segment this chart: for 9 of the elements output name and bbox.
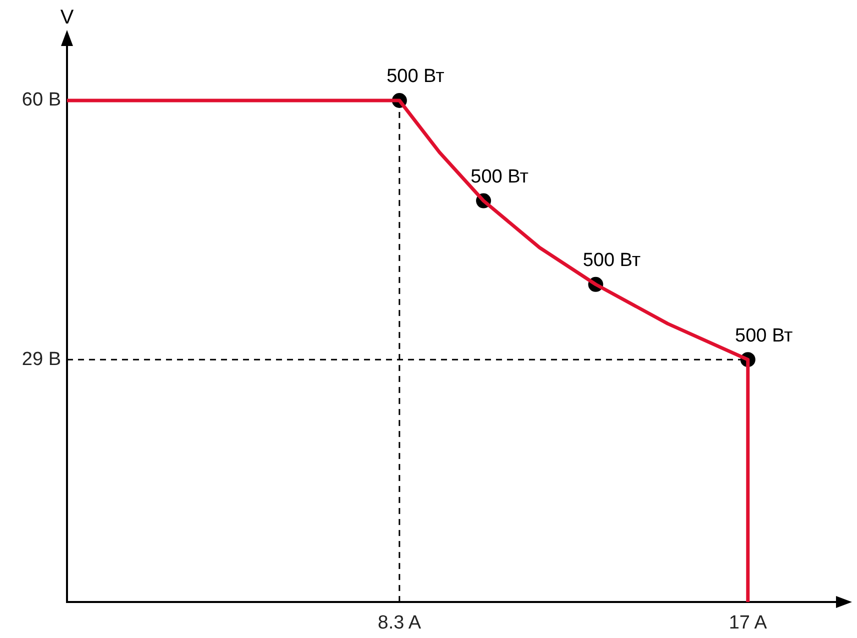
annotation: 500 Вт — [582, 250, 641, 272]
y-tick-label: 29 В — [22, 348, 61, 370]
annotation: 500 Вт — [386, 66, 445, 88]
annotation: 500 Вт — [735, 325, 794, 346]
y-tick-label: 60 В — [22, 90, 61, 111]
y-axis-title: V — [60, 6, 74, 29]
annotation: 500 Вт — [470, 166, 529, 188]
x-tick-label: 8.3 A — [378, 612, 422, 634]
x-tick-label: 17 A — [728, 612, 768, 634]
